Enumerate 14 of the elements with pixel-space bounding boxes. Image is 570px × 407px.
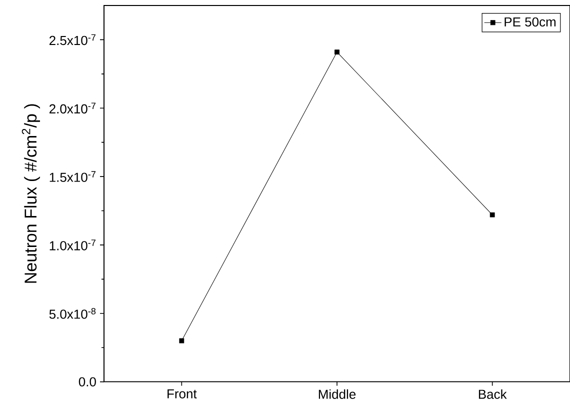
y-axis-title: Neutron Flux ( #/cm$^{2}$/p ) [22,104,40,283]
x-tick-label: Front [168,389,197,398]
point [334,50,340,54]
y-tick-label: 1.5x10$^{-7}$ [50,171,96,182]
point [490,212,495,218]
y-tick-label: 2.0x10$^{-7}$ [50,102,96,114]
legend-label: PE 50cm [504,17,556,27]
y-tick-label: 5.0x10$^{-8}$ [49,308,96,319]
x-tick-label: Back [478,389,507,399]
y-tick-label: 0.0 [78,377,96,386]
point [179,338,184,344]
x-tick-label: Middle [318,389,356,399]
y-tick-label: 2.5x10$^{-7}$ [50,34,96,46]
y-tick-label: 1.0x10$^{-7}$ [50,240,96,250]
